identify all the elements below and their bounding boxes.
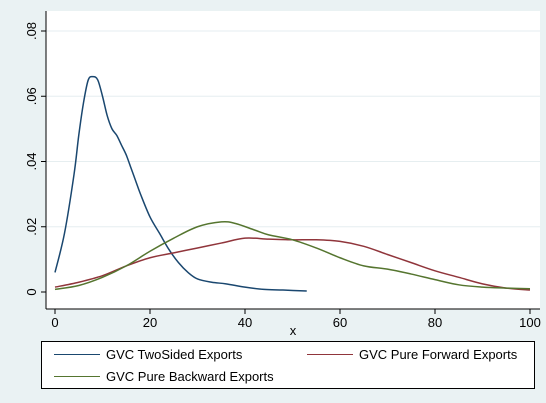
y-tick-label-1: .02 [24,218,39,236]
legend: GVC TwoSided Exports GVC Pure Forward Ex… [41,341,535,389]
legend-label-backward: GVC Pure Backward Exports [106,369,274,384]
x-axis-label: x [290,323,297,338]
y-tick-label-3: .06 [24,87,39,105]
legend-entry-forward: GVC Pure Forward Exports [307,347,517,362]
series-line-twosided [54,75,307,292]
y-tick-label-2: .04 [24,152,39,170]
x-tick-label-2: 40 [238,315,252,330]
axes: 0 20 40 60 80 100 0 .02 .04 .06 .08 [24,11,541,330]
legend-entry-twosided: GVC TwoSided Exports [54,347,242,362]
x-tick-label-3: 60 [333,315,347,330]
x-tick-label-4: 80 [428,315,442,330]
y-tick-label-4: .08 [24,22,39,40]
legend-swatch-twosided [54,354,100,355]
series-lines [54,75,531,292]
series-line-backward [54,220,531,291]
plot-background [46,11,540,309]
x-tick-label-1: 20 [143,315,157,330]
legend-swatch-backward [54,376,100,377]
x-tick-label-0: 0 [51,315,58,330]
legend-swatch-forward [307,354,353,355]
y-tick-label-0: 0 [24,288,39,295]
legend-label-forward: GVC Pure Forward Exports [359,347,518,362]
legend-label-twosided: GVC TwoSided Exports [106,347,243,362]
x-tick-label-5: 100 [519,315,541,330]
legend-entry-backward: GVC Pure Backward Exports [54,369,274,384]
